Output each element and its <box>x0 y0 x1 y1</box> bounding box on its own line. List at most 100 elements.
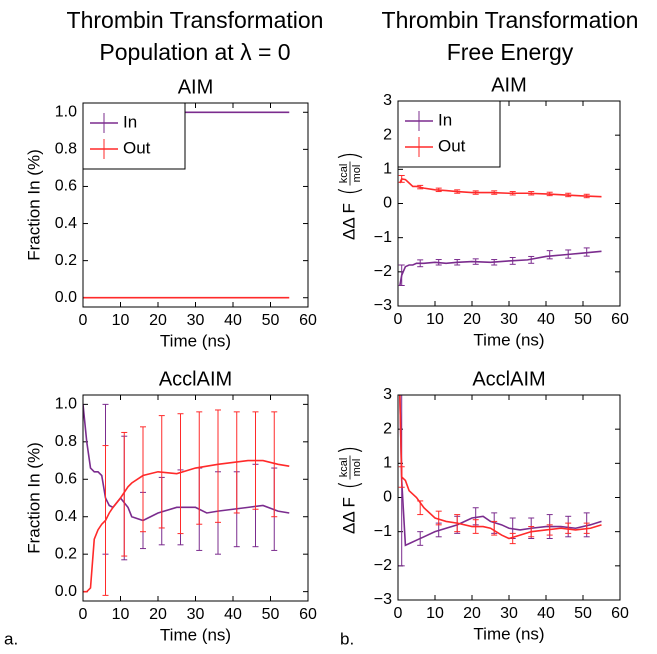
y-tick-label: 0.0 <box>55 583 77 600</box>
y-tick-label: 1 <box>383 161 392 178</box>
error-bar <box>528 526 535 538</box>
error-bar <box>398 174 405 183</box>
subplot: AcclAIM Time (ns) Fraction In (%) 0 10 20 30 40… <box>24 368 317 644</box>
error-bar <box>472 519 479 534</box>
error-bar <box>140 426 146 533</box>
y-tick-label: −3 <box>374 297 392 314</box>
error-bar <box>233 411 240 514</box>
legend-box <box>397 100 501 168</box>
y-axis-label: ΔΔ F <box>339 203 358 240</box>
error-bar <box>546 524 553 536</box>
x-axis-label: Time (ns) <box>473 330 544 349</box>
legend-box <box>82 102 186 170</box>
y-tick-label: −1 <box>374 229 392 246</box>
y-unit-numerator: kcal <box>338 458 350 478</box>
y-tick-label: 0 <box>383 195 392 212</box>
plot-frame <box>397 100 621 307</box>
x-tick-label: 60 <box>611 605 629 622</box>
plot-frame <box>82 102 309 308</box>
error-bar <box>546 191 553 197</box>
x-tick-label: 20 <box>149 312 167 329</box>
error-bar <box>435 259 442 266</box>
y-unit-denominator: mol <box>351 459 363 477</box>
error-bar <box>528 191 535 196</box>
column-title: Thrombin Transformation <box>67 7 324 33</box>
error-bar <box>528 255 535 264</box>
error-bar <box>417 500 424 516</box>
y-axis-label: Fraction In (%) <box>24 442 43 553</box>
x-tick-label: 50 <box>262 312 280 329</box>
error-bar <box>565 522 572 534</box>
y-tick-label: 2 <box>383 420 392 437</box>
series-line <box>83 459 290 593</box>
y-tick-label: 1 <box>383 455 392 472</box>
y-tick-label: 0.4 <box>55 508 77 525</box>
error-bar <box>454 514 461 533</box>
error-bar <box>252 411 259 510</box>
error-bar <box>398 264 405 286</box>
paren <box>337 153 363 159</box>
legend-label: In <box>123 112 137 131</box>
chart-title: AIM <box>178 76 214 98</box>
y-tick-label: 0.2 <box>55 545 77 562</box>
x-tick-label: 20 <box>149 606 167 623</box>
column-title: Thrombin Transformation <box>382 7 639 33</box>
y-unit-numerator: kcal <box>338 164 350 184</box>
x-tick-label: 50 <box>574 311 592 328</box>
x-tick-label: 30 <box>500 605 518 622</box>
error-bar <box>491 190 498 195</box>
error-bar <box>435 187 442 193</box>
panel-label: a. <box>4 629 18 648</box>
x-tick-label: 50 <box>262 606 280 623</box>
y-tick-label: −3 <box>374 591 392 608</box>
y-axis-label-group: Fraction In (%) <box>24 149 43 260</box>
error-bar <box>546 250 553 260</box>
x-axis-label: Time (ns) <box>160 625 231 644</box>
y-axis-label-group: ΔΔ F kcal mol <box>337 153 363 240</box>
error-bar <box>472 190 479 195</box>
x-tick-label: 0 <box>394 605 403 622</box>
paren <box>337 188 363 194</box>
x-tick-label: 10 <box>112 606 130 623</box>
x-tick-label: 40 <box>224 312 242 329</box>
error-bar <box>417 259 424 268</box>
error-bar <box>509 191 516 196</box>
error-bar <box>177 413 184 535</box>
x-tick-label: 10 <box>426 311 444 328</box>
error-bar <box>215 409 221 523</box>
error-bar <box>565 249 572 259</box>
x-tick-label: 40 <box>224 606 242 623</box>
x-tick-label: 30 <box>187 312 205 329</box>
error-bar <box>454 189 461 194</box>
x-tick-label: 0 <box>79 606 88 623</box>
y-tick-label: 0 <box>383 489 392 506</box>
y-tick-label: 0.8 <box>55 141 77 158</box>
error-bar <box>454 259 461 266</box>
x-tick-label: 0 <box>79 312 88 329</box>
column-title: Free Energy <box>447 39 574 65</box>
x-axis-label: Time (ns) <box>160 331 231 350</box>
chart-title: AIM <box>491 74 527 96</box>
error-bar <box>472 258 479 265</box>
y-tick-label: −2 <box>374 263 392 280</box>
x-tick-label: 60 <box>299 606 317 623</box>
x-tick-label: 10 <box>112 312 130 329</box>
x-tick-label: 40 <box>537 605 555 622</box>
y-axis-label: ΔΔ F <box>339 497 358 534</box>
error-bar <box>491 520 498 536</box>
x-tick-label: 10 <box>426 605 444 622</box>
plot-frame <box>397 394 621 601</box>
error-bar <box>102 445 109 596</box>
series-line <box>399 395 602 540</box>
y-axis-label-group: Fraction In (%) <box>24 442 43 553</box>
x-tick-label: 20 <box>463 605 481 622</box>
x-tick-label: 0 <box>394 311 403 328</box>
y-tick-label: −2 <box>374 557 392 574</box>
y-tick-label: 3 <box>383 92 392 109</box>
series-line <box>399 395 602 547</box>
y-tick-label: 0.2 <box>55 252 77 269</box>
y-axis-label-group: ΔΔ F kcal mol <box>337 447 363 534</box>
error-bar <box>158 415 165 529</box>
